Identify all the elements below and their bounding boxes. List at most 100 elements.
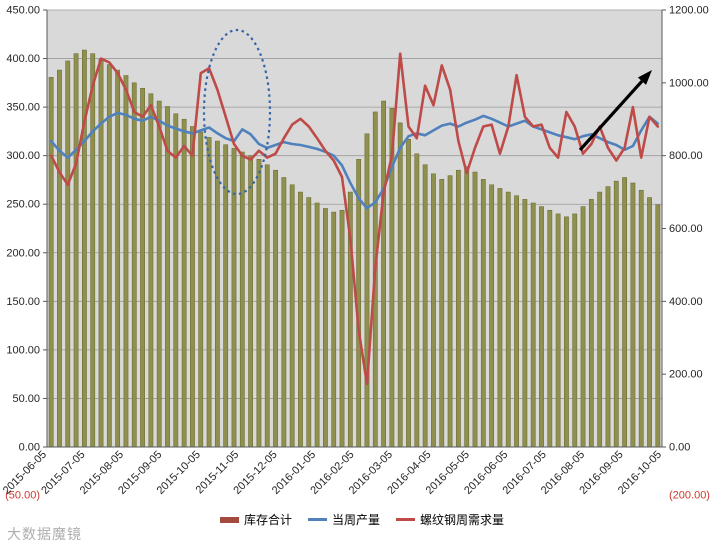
inventory-bar	[597, 191, 603, 448]
inventory-bar	[613, 180, 619, 448]
inventory-bar	[431, 173, 436, 448]
inventory-bar	[447, 175, 453, 448]
inventory-bar	[156, 100, 162, 448]
left-axis-tick-label: 100.00	[6, 344, 40, 356]
inventory-bar	[48, 77, 54, 448]
inventory-bar	[555, 213, 561, 448]
left-axis-tick-label: 400.00	[6, 53, 40, 65]
legend-marker-line	[396, 517, 415, 522]
inventory-bar	[647, 197, 652, 448]
inventory-bar	[298, 191, 303, 448]
inventory-bar	[339, 209, 345, 448]
inventory-bar	[190, 126, 195, 448]
legend-item-0: 库存合计	[219, 511, 292, 528]
left-axis-tick-label: 200.00	[6, 247, 40, 259]
inventory-bar	[314, 202, 320, 448]
inventory-bar	[57, 69, 62, 448]
inventory-bar	[505, 191, 511, 448]
inventory-bar	[223, 144, 229, 448]
inventory-bar	[331, 211, 337, 448]
right-axis-tick-label: 800.00	[669, 150, 703, 162]
inventory-bar	[239, 151, 245, 448]
inventory-bar	[323, 208, 328, 448]
inventory-bar	[530, 202, 536, 448]
inventory-bar	[206, 137, 212, 448]
right-axis-tick-label: 400.00	[669, 296, 703, 308]
inventory-bar	[630, 182, 636, 448]
legend-marker-bar	[219, 516, 239, 523]
inventory-bar	[489, 184, 495, 448]
inventory-bar	[655, 204, 661, 448]
inventory-bar	[455, 169, 461, 448]
inventory-bar	[439, 179, 445, 448]
trend-arrow-shaft	[578, 80, 644, 152]
inventory-bar	[264, 164, 270, 448]
inventory-bar	[422, 164, 428, 448]
inventory-bar	[289, 184, 295, 448]
inventory-bar	[273, 169, 278, 448]
inventory-bar	[414, 153, 420, 448]
inventory-bar	[605, 186, 611, 448]
left-axis-tick-label: 150.00	[6, 296, 40, 308]
inventory-bar	[381, 100, 386, 448]
inventory-bar	[406, 138, 411, 448]
right-axis-tick-label: 200.00	[669, 369, 703, 381]
inventory-bar	[497, 188, 503, 448]
inventory-bars	[48, 49, 661, 448]
plot-background	[47, 10, 662, 447]
legend-label: 当周产量	[331, 513, 380, 527]
chart-legend: 库存合计 当周产量 螺纹钢周需求量	[0, 511, 724, 528]
inventory-bar	[181, 118, 187, 448]
legend-label: 螺纹钢周需求量	[420, 513, 505, 527]
inventory-bar	[248, 155, 254, 448]
inventory-bar	[588, 199, 594, 448]
inventory-bar	[539, 206, 544, 448]
inventory-bar	[73, 53, 79, 448]
right-axis-labels: 1200.00 1000.00 800.00 600.00 400.00 200.00 0.…	[669, 5, 710, 502]
inventory-bar	[638, 189, 644, 448]
legend-item-1: 当周产量	[307, 511, 380, 528]
inventory-bar	[131, 82, 137, 448]
demand-line-path	[49, 52, 660, 386]
inventory-bar	[306, 197, 312, 448]
inventory-bar	[198, 131, 204, 448]
inventory-bar	[140, 87, 145, 448]
inventory-bar	[106, 64, 112, 448]
inventory-bar	[464, 166, 470, 448]
production-line	[49, 111, 660, 210]
inventory-bar	[165, 106, 170, 448]
plot-area	[47, 10, 662, 447]
left-axis-tick-label: 0.00	[19, 442, 40, 454]
left-axis-tick-label: 250.00	[6, 199, 40, 211]
inventory-bar	[472, 171, 478, 448]
right-axis-tick-label: 600.00	[669, 223, 703, 235]
inventory-bar	[98, 58, 104, 448]
legend-marker-line	[307, 517, 327, 522]
left-axis-tick-label: 300.00	[6, 150, 40, 162]
right-axis-tick-label: 1200.00	[669, 5, 709, 17]
highlight-ellipse-annotation	[202, 28, 272, 196]
left-axis-tick-label: 50.00	[12, 393, 40, 405]
axis-frame	[43, 9, 666, 448]
left-axis-labels: 450.00 400.00 350.00 300.00 250.00 200.00 150.…	[5, 5, 40, 502]
inventory-bar	[522, 199, 528, 448]
right-axis-tick-label: (200.00)	[669, 490, 710, 502]
legend-item-2: 螺纹钢周需求量	[396, 511, 504, 528]
production-line-path	[49, 111, 660, 210]
inventory-bar	[480, 179, 486, 448]
inventory-bar	[564, 216, 569, 448]
inventory-bar	[256, 159, 262, 448]
inventory-bar	[364, 133, 370, 448]
inventory-bar	[281, 177, 287, 448]
annotation-layer	[202, 28, 652, 196]
demand-line	[49, 52, 660, 386]
left-axis-tick-label: 350.00	[6, 102, 40, 114]
inventory-bar	[572, 213, 578, 448]
right-axis-tick-label: 0.00	[669, 442, 690, 454]
left-axis-tick-label: 450.00	[6, 5, 40, 17]
inventory-bar	[123, 75, 129, 448]
inventory-bar	[90, 53, 96, 448]
inventory-bar	[65, 60, 71, 448]
trend-arrow-head	[637, 70, 652, 85]
